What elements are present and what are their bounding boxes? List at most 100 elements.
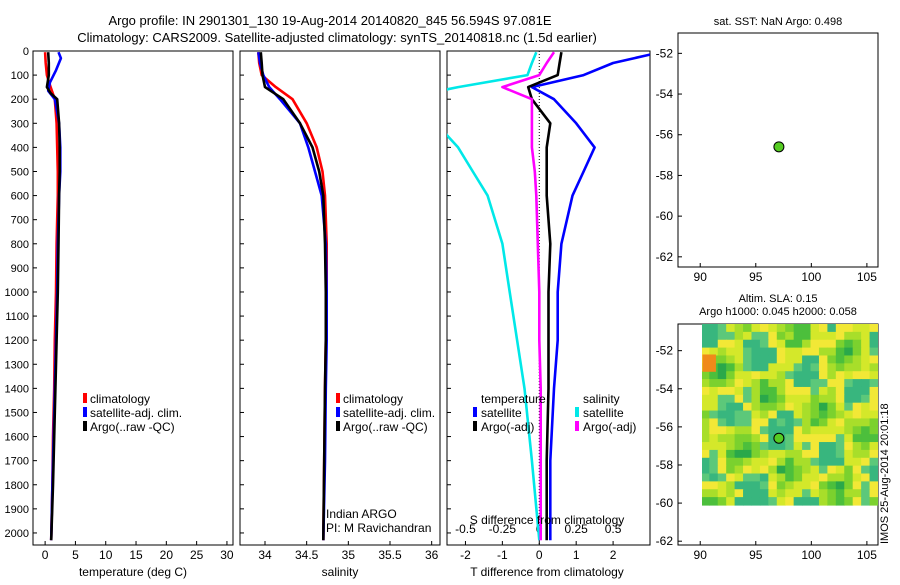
sla-cell bbox=[768, 371, 778, 380]
sla-cell bbox=[743, 434, 753, 443]
sla-cell bbox=[717, 371, 727, 380]
sla-cell bbox=[717, 426, 727, 435]
legend-label-t-argo: Argo(-adj) bbox=[481, 420, 534, 434]
sla-cell bbox=[692, 442, 701, 450]
sla-cell bbox=[717, 402, 727, 412]
sla-cell bbox=[717, 457, 727, 467]
sla-cell bbox=[835, 442, 845, 451]
sla-cell bbox=[818, 434, 828, 443]
sla-cell bbox=[827, 355, 837, 364]
sla-cell bbox=[802, 473, 812, 482]
sla-cell bbox=[844, 339, 854, 349]
sla-cell bbox=[717, 355, 727, 364]
x-tick-label: 1 bbox=[573, 548, 580, 562]
sla-cell bbox=[776, 363, 786, 372]
sla-cell bbox=[802, 331, 812, 341]
s-tick-label: 0.5 bbox=[605, 522, 622, 536]
sla-cell bbox=[759, 473, 769, 482]
sla-cell bbox=[852, 363, 862, 372]
sla-cell bbox=[692, 411, 701, 419]
sla-cell bbox=[810, 371, 820, 380]
sla-cell bbox=[793, 410, 803, 420]
map-x-tick-label: 105 bbox=[857, 548, 877, 562]
sla-cell bbox=[827, 331, 837, 341]
sla-cell bbox=[768, 379, 778, 388]
x-tick-label: 15 bbox=[129, 548, 143, 562]
sla-cell bbox=[861, 410, 871, 420]
y-tick-label: 2000 bbox=[5, 528, 29, 540]
sla-cell bbox=[692, 450, 701, 458]
map-y-tick-label: -56 bbox=[656, 420, 674, 434]
sla-cell bbox=[768, 347, 778, 357]
sla-cell bbox=[861, 324, 871, 333]
sla-cell bbox=[759, 331, 769, 341]
sla-cell bbox=[818, 371, 828, 380]
sla-cell bbox=[869, 339, 878, 349]
sla-cell bbox=[692, 497, 701, 505]
sla-cell bbox=[844, 426, 854, 435]
sla-cell bbox=[709, 410, 719, 420]
sla-cell bbox=[835, 457, 845, 467]
sla-cell bbox=[717, 386, 727, 396]
sla-cell bbox=[759, 355, 769, 364]
sla-cell bbox=[717, 339, 727, 349]
map-y-tick-label: -58 bbox=[656, 168, 674, 182]
sla-cell bbox=[852, 347, 862, 357]
sla-cell bbox=[776, 379, 786, 388]
sla-cell bbox=[852, 434, 862, 443]
sla-cell bbox=[785, 347, 795, 357]
sla-cell bbox=[818, 418, 828, 427]
sla-cell bbox=[709, 324, 719, 333]
sla-cell bbox=[827, 497, 837, 506]
legend-swatch-climatology bbox=[83, 393, 87, 403]
s-tick-label: 0.25 bbox=[565, 522, 589, 536]
argo-location-marker bbox=[773, 141, 785, 153]
salinity-panel-frame bbox=[239, 50, 441, 546]
map-x-tick-label: 95 bbox=[749, 270, 763, 284]
sla-cell bbox=[852, 379, 862, 388]
sla-cell bbox=[818, 355, 828, 364]
sla-cell bbox=[776, 386, 786, 396]
sla-cell bbox=[717, 418, 727, 427]
sla-cell bbox=[818, 386, 828, 396]
sla-cell bbox=[768, 457, 778, 467]
sla-cell bbox=[835, 449, 845, 459]
sla-cell bbox=[793, 379, 803, 388]
sla-cell bbox=[743, 331, 753, 341]
sla-cell bbox=[692, 363, 701, 371]
sla-cell bbox=[852, 324, 862, 333]
sla-cell bbox=[702, 339, 710, 349]
sla-cell bbox=[835, 473, 845, 482]
sla-cell bbox=[785, 331, 795, 341]
sla-cell bbox=[827, 379, 837, 388]
y-tick-label: 300 bbox=[11, 118, 29, 130]
x-tick-label: 10 bbox=[99, 548, 113, 562]
sla-cell bbox=[702, 418, 710, 427]
sst-map-title: sat. SST: NaN Argo: 0.498 bbox=[714, 16, 842, 28]
sla-cell bbox=[869, 386, 878, 396]
sla-cell bbox=[793, 324, 803, 333]
sla-cell bbox=[869, 449, 878, 459]
sla-cell bbox=[810, 473, 820, 482]
sla-cell bbox=[751, 394, 761, 404]
sla-cell bbox=[726, 497, 736, 506]
sla-cell bbox=[726, 442, 736, 451]
sla-cell bbox=[702, 402, 710, 412]
sla-cell bbox=[717, 465, 727, 475]
sla-cell bbox=[852, 418, 862, 427]
sla-cell bbox=[776, 442, 786, 451]
sla-cell bbox=[751, 434, 761, 443]
sla-cell bbox=[717, 473, 727, 482]
sla-cell bbox=[810, 355, 820, 364]
sla-cell bbox=[852, 410, 862, 420]
sla-cell bbox=[751, 379, 761, 388]
sla-cell bbox=[835, 465, 845, 475]
map-y-tick-label: -62 bbox=[656, 534, 674, 548]
sla-cell bbox=[793, 442, 803, 451]
sla-cell bbox=[692, 426, 701, 434]
sla-cell bbox=[768, 434, 778, 443]
sla-cell bbox=[861, 434, 871, 443]
sla-cell bbox=[802, 434, 812, 443]
sla-cell bbox=[726, 347, 736, 357]
